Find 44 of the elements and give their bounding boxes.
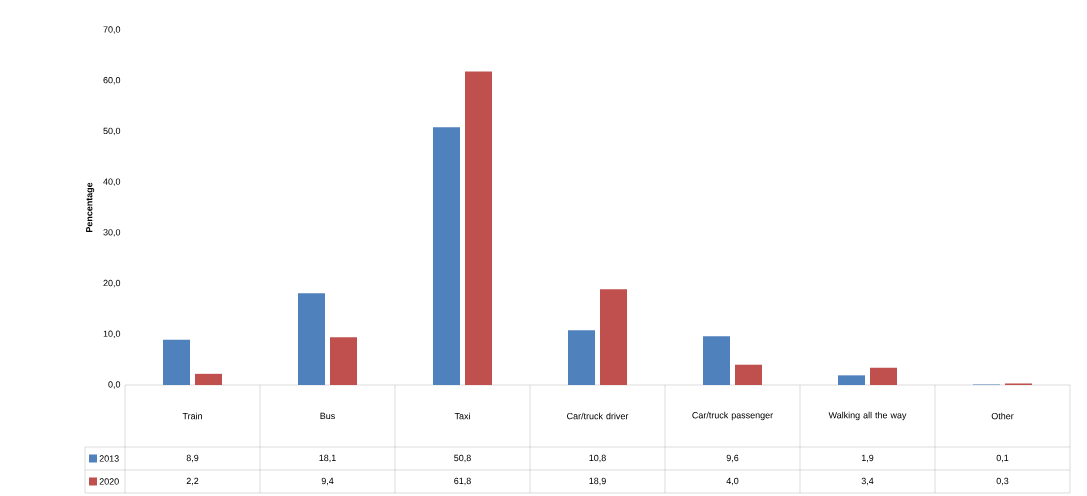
data-label: 2,2 [186, 477, 199, 486]
bar [568, 330, 596, 385]
y-tick-label: 70,0 [103, 26, 121, 34]
data-label: 0,3 [996, 477, 1009, 486]
x-tick-label: Car/truck driver [567, 412, 629, 420]
bar [433, 127, 461, 385]
data-label: 1,9 [861, 454, 874, 463]
data-label: 3,4 [861, 477, 874, 486]
y-axis-title: Pencentage [86, 182, 95, 233]
x-tick-label: Train [182, 412, 202, 420]
data-label: 8,9 [186, 454, 199, 463]
y-tick-label: 0,0 [108, 381, 121, 389]
data-label: 18,9 [589, 477, 606, 486]
bar [163, 339, 191, 385]
bar [703, 336, 731, 385]
data-label: 18,1 [319, 454, 336, 463]
bar [298, 293, 326, 385]
y-tick-label: 10,0 [103, 330, 121, 338]
y-tick-label: 60,0 [103, 77, 121, 85]
x-tick-label: Other [991, 412, 1014, 420]
data-label: 9,6 [726, 454, 739, 463]
data-label: 4,0 [726, 477, 739, 486]
bar [330, 337, 358, 385]
legend-label: 2013 [99, 455, 119, 462]
x-tick-label: Bus [320, 412, 335, 420]
x-tick-label: Taxi [454, 412, 470, 420]
y-tick-label: 20,0 [103, 279, 121, 288]
x-tick-label: Car/truck passenger [692, 411, 773, 421]
bar [870, 367, 897, 385]
bar [838, 375, 866, 385]
y-tick-label: 50,0 [103, 127, 121, 136]
bar [600, 289, 628, 385]
legend-label: 2020 [99, 478, 119, 485]
data-label: 9,4 [321, 477, 334, 486]
y-tick-label: 30,0 [103, 229, 121, 237]
data-label: 61,8 [454, 477, 471, 486]
bar [195, 373, 223, 385]
data-label: 10,8 [589, 454, 606, 463]
bar [735, 364, 763, 385]
y-tick-label: 40,0 [103, 178, 121, 186]
data-label: 50,8 [454, 454, 471, 463]
bar [465, 71, 493, 385]
x-tick-label: Walking all the way [828, 411, 907, 421]
data-label: 0,1 [996, 454, 1009, 463]
